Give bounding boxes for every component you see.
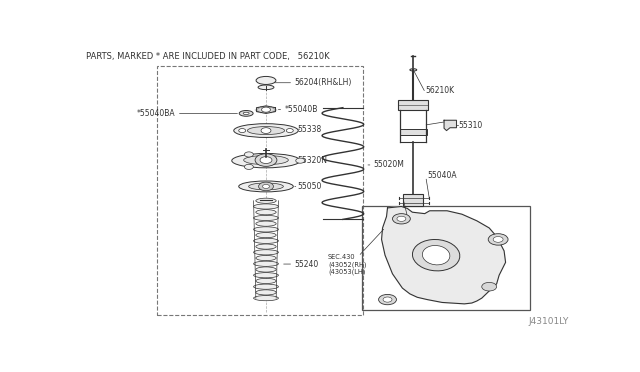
Polygon shape [444, 120, 456, 131]
Ellipse shape [248, 126, 285, 135]
Text: *55040B: *55040B [285, 105, 318, 114]
Ellipse shape [422, 246, 450, 265]
Text: PARTS, MARKED * ARE INCLUDED IN PART CODE,   56210K: PARTS, MARKED * ARE INCLUDED IN PART COD… [86, 52, 330, 61]
Text: SEC.430
(43052(RH)
(43053(LH): SEC.430 (43052(RH) (43053(LH) [328, 254, 367, 275]
Ellipse shape [253, 204, 278, 209]
Text: 55050: 55050 [297, 182, 322, 191]
Circle shape [392, 214, 410, 224]
Bar [362, 206, 531, 310]
Circle shape [239, 129, 246, 132]
Bar [403, 193, 423, 206]
Ellipse shape [410, 69, 417, 71]
Ellipse shape [243, 112, 249, 115]
Circle shape [260, 157, 272, 164]
Ellipse shape [253, 296, 278, 301]
Ellipse shape [256, 278, 276, 283]
Circle shape [259, 182, 273, 191]
Ellipse shape [253, 273, 278, 278]
Circle shape [262, 185, 269, 189]
Polygon shape [381, 206, 506, 304]
Circle shape [379, 294, 396, 305]
Ellipse shape [239, 110, 253, 116]
Text: 56204(RH&LH): 56204(RH&LH) [295, 78, 352, 87]
Ellipse shape [253, 261, 278, 266]
Ellipse shape [256, 198, 276, 203]
Ellipse shape [253, 227, 278, 232]
Text: 56210K: 56210K [426, 86, 455, 95]
Circle shape [296, 158, 305, 163]
Circle shape [493, 237, 503, 242]
Text: 55310: 55310 [458, 121, 482, 130]
Text: *55040BA: *55040BA [136, 109, 175, 118]
Ellipse shape [234, 124, 298, 137]
Ellipse shape [256, 232, 276, 238]
Ellipse shape [253, 238, 278, 243]
Circle shape [383, 297, 392, 302]
Ellipse shape [256, 221, 276, 226]
Circle shape [244, 164, 253, 169]
Ellipse shape [253, 215, 278, 221]
Circle shape [488, 234, 508, 245]
Ellipse shape [253, 284, 278, 289]
Ellipse shape [256, 244, 276, 249]
Ellipse shape [239, 181, 293, 192]
Polygon shape [257, 106, 275, 113]
Text: 55338: 55338 [297, 125, 321, 134]
Text: 55320N: 55320N [297, 155, 327, 164]
Bar [399, 129, 427, 135]
Text: 55040A: 55040A [428, 171, 457, 180]
Circle shape [262, 107, 271, 112]
Ellipse shape [256, 76, 276, 84]
Ellipse shape [256, 210, 276, 215]
Circle shape [244, 152, 253, 157]
Ellipse shape [256, 267, 276, 272]
Bar [399, 100, 428, 110]
Ellipse shape [258, 85, 274, 90]
Circle shape [255, 154, 277, 166]
Ellipse shape [253, 250, 278, 255]
Ellipse shape [232, 154, 300, 168]
Ellipse shape [412, 240, 460, 271]
Circle shape [482, 282, 497, 291]
Ellipse shape [256, 290, 276, 295]
Circle shape [261, 128, 271, 134]
Bar [157, 66, 363, 315]
Circle shape [286, 129, 293, 132]
Ellipse shape [248, 183, 284, 190]
Text: 55020M: 55020M [374, 160, 404, 169]
Ellipse shape [256, 256, 276, 261]
Text: J43101LY: J43101LY [528, 317, 568, 326]
Circle shape [397, 216, 406, 221]
Ellipse shape [244, 155, 288, 165]
Text: 55240: 55240 [295, 260, 319, 269]
